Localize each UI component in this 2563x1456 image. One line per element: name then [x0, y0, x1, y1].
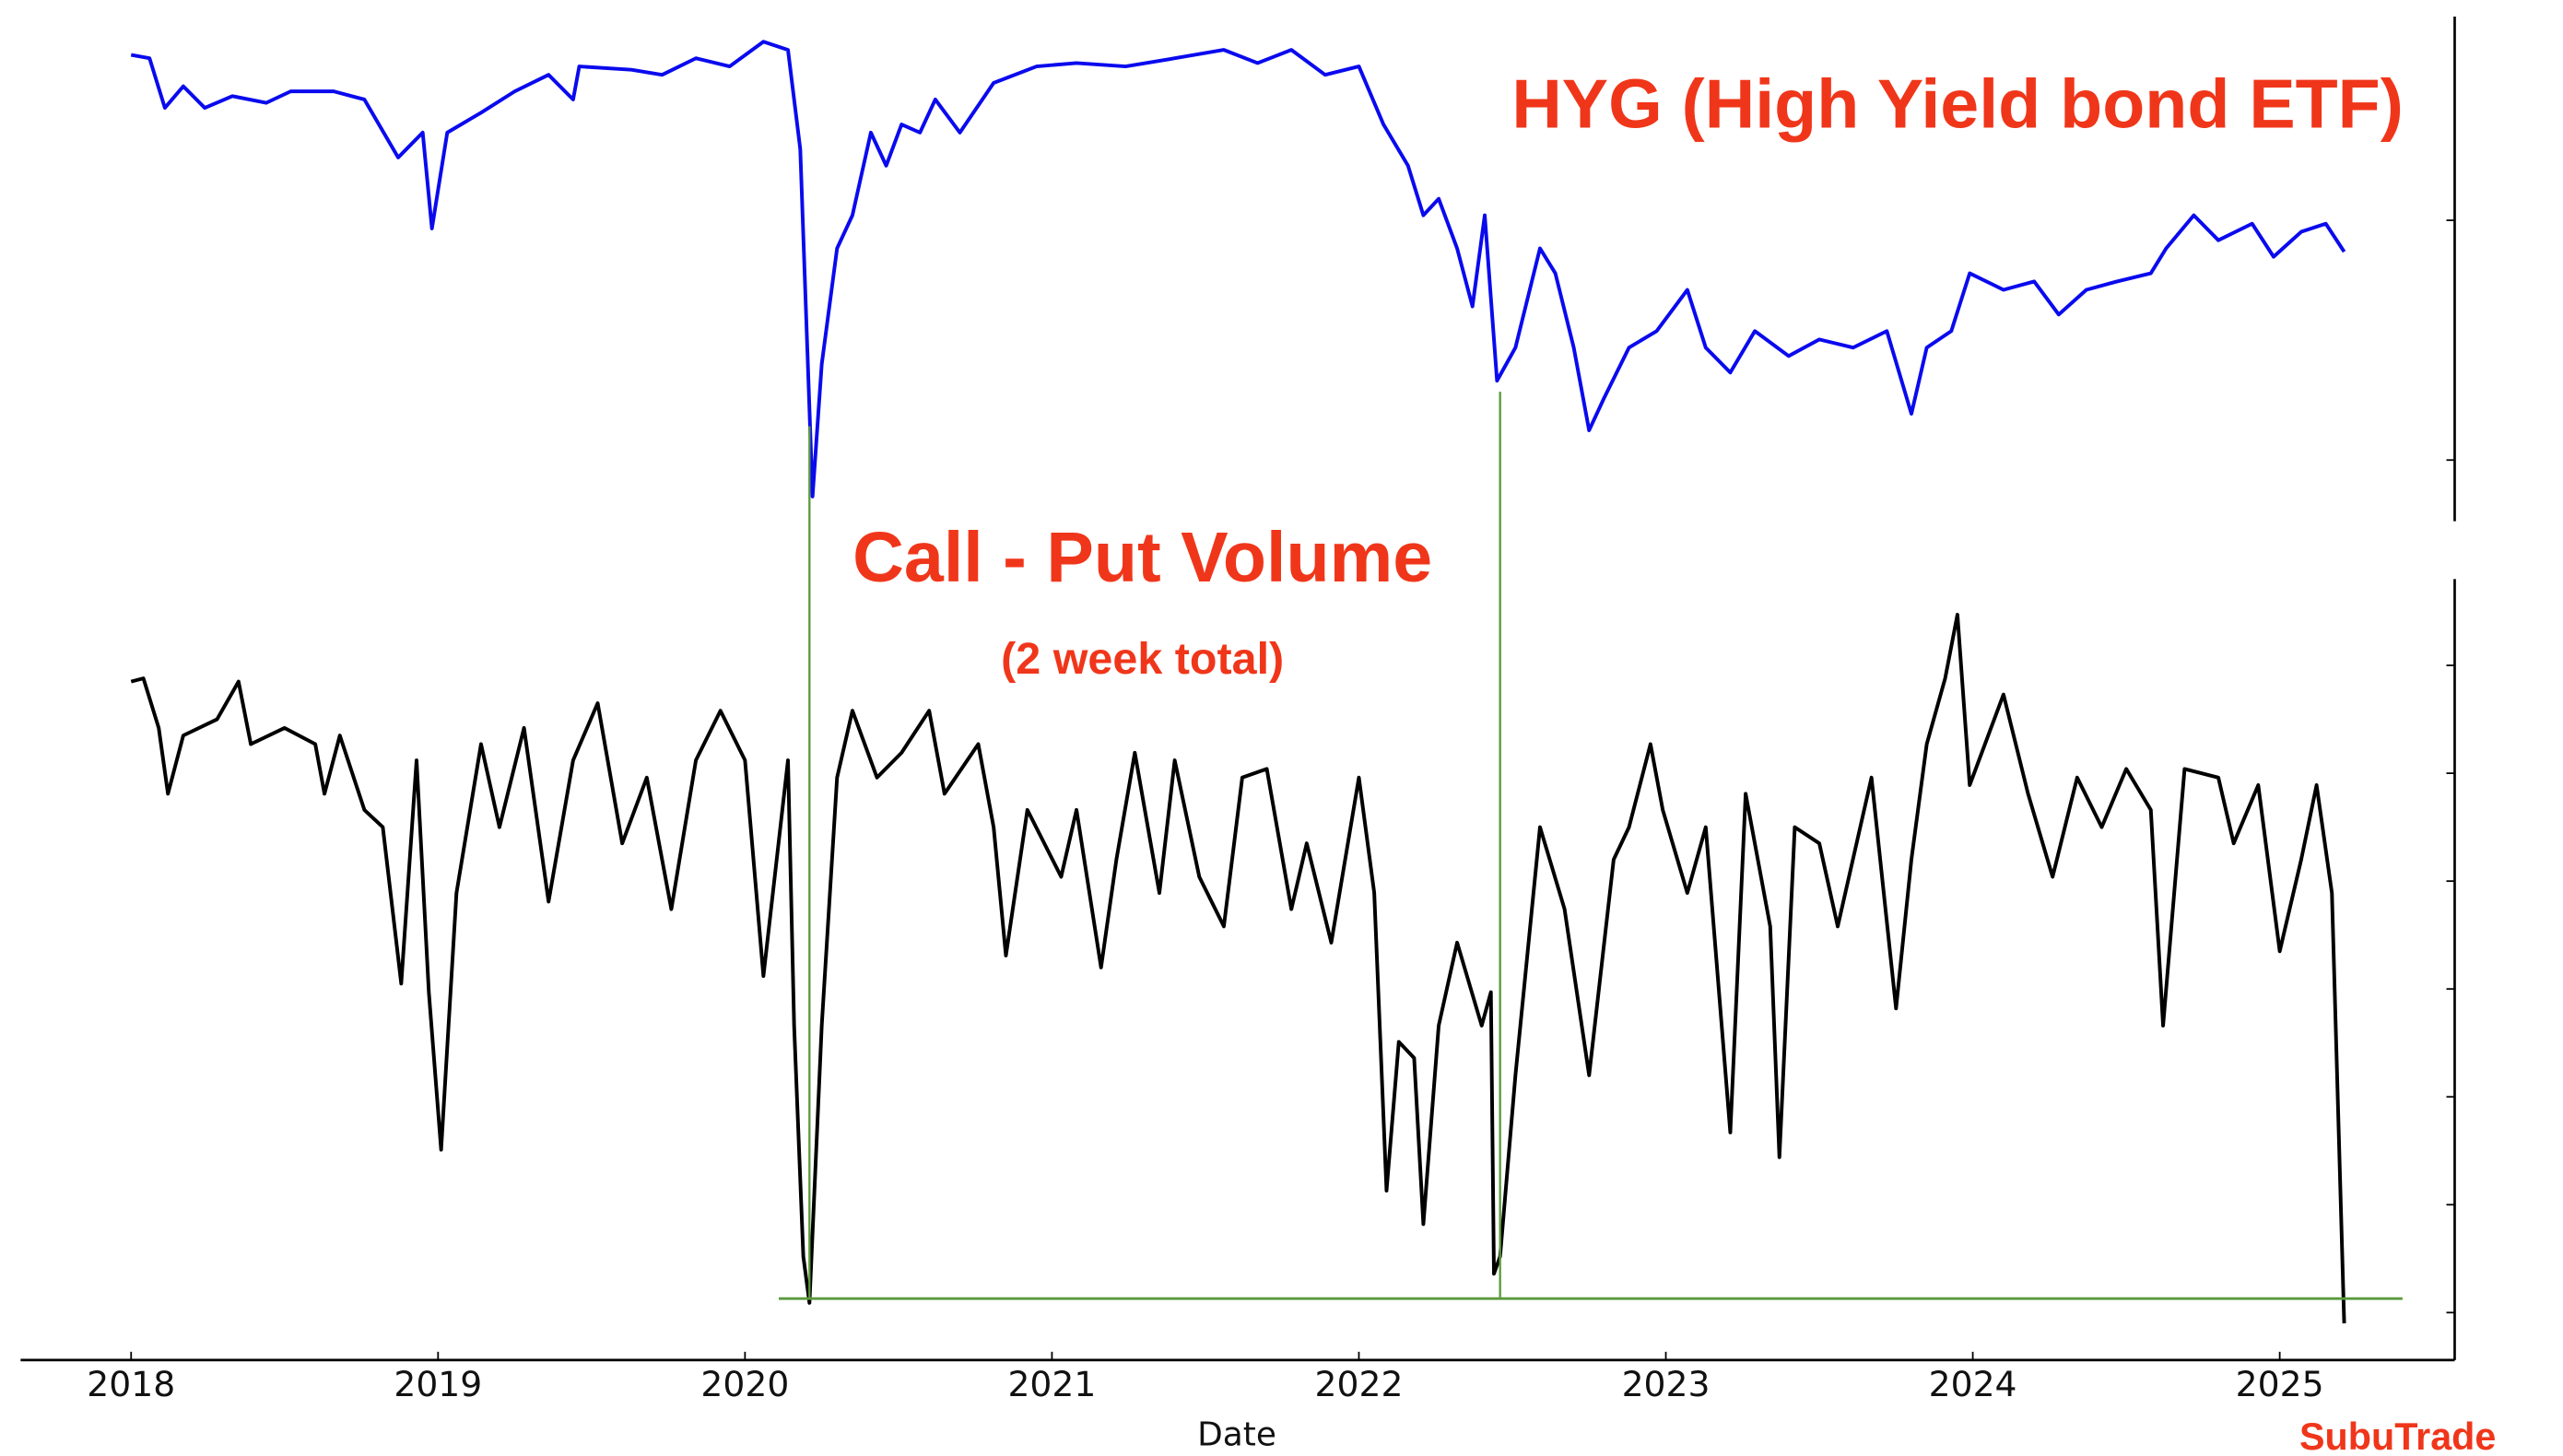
x-axis-label: Date: [1197, 1415, 1276, 1453]
bottom-subtitle: (2 week total): [1001, 634, 1284, 684]
x-tick-label: 2019: [394, 1364, 482, 1404]
data-line: [130, 40, 2346, 499]
x-tick-label: 2020: [700, 1364, 789, 1404]
x-tick-label: 2022: [1315, 1364, 1404, 1404]
x-tick-label: 2025: [2236, 1364, 2324, 1404]
x-tick-label: 2023: [1622, 1364, 1711, 1404]
x-tick-label: 2021: [1007, 1364, 1096, 1404]
watermark: SubuTrade: [2299, 1415, 2496, 1456]
bottom-title: Call - Put Volume: [852, 518, 1432, 597]
top-title: HYG (High Yield bond ETF): [1511, 65, 2403, 142]
data-line: [130, 613, 2346, 1324]
x-tick-label: 2018: [87, 1364, 175, 1404]
x-tick-label: 2024: [1929, 1364, 2017, 1404]
